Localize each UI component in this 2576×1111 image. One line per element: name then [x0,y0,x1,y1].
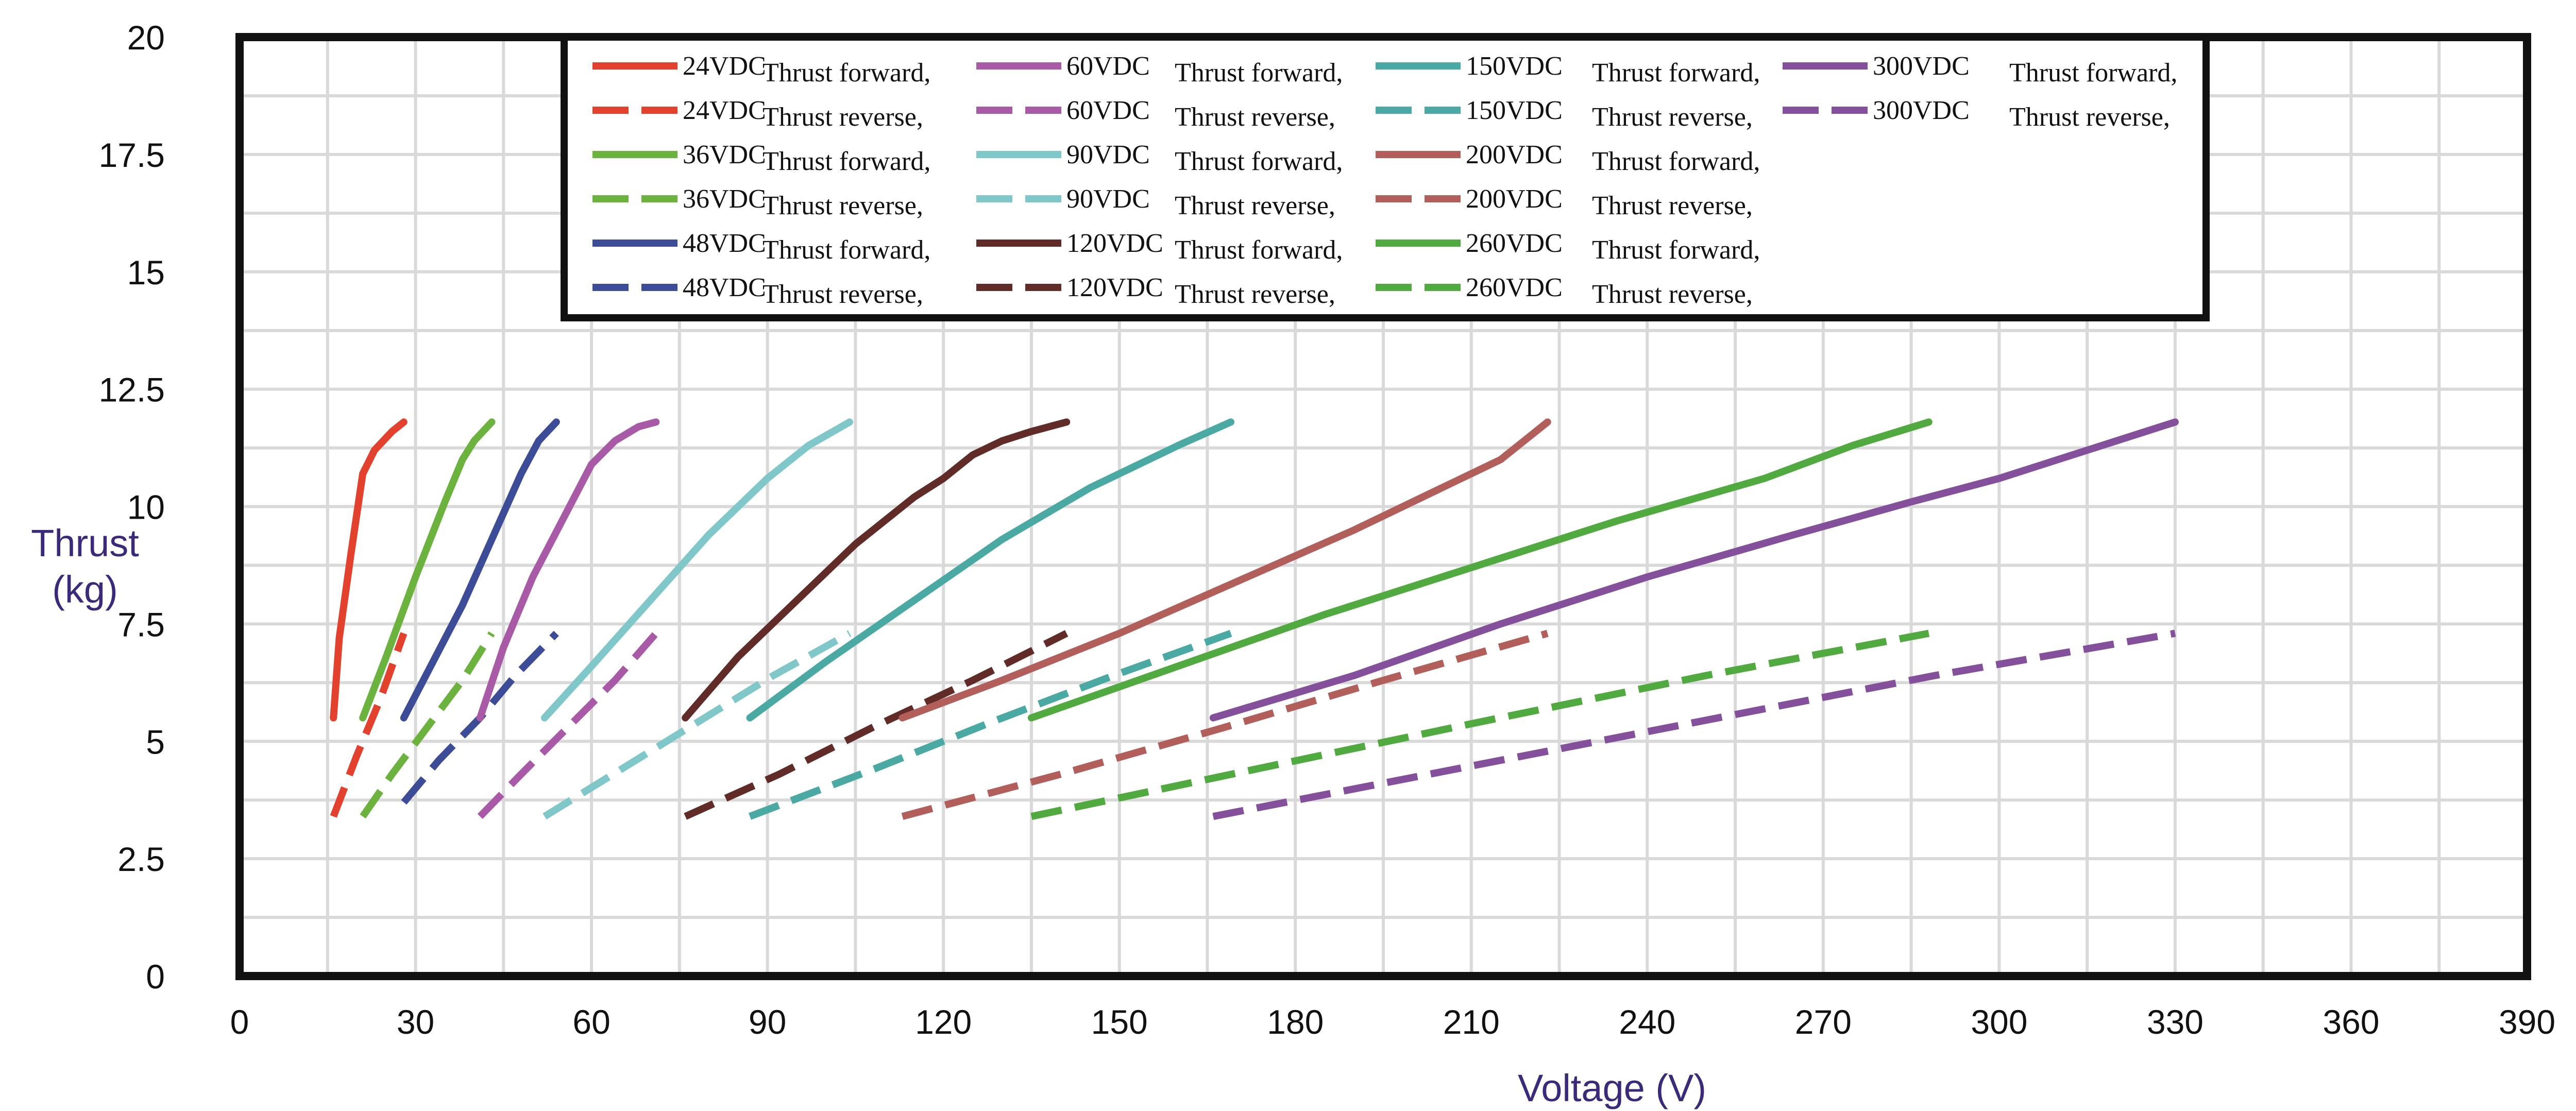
legend-mode-label: Thrust reverse, [2009,102,2170,132]
legend-voltage-label: 260VDC [1466,229,1563,258]
y-tick-label: 15 [127,253,165,292]
x-tick-label: 240 [1619,1003,1675,1041]
legend-voltage-label: 90VDC [1066,184,1150,214]
series-line-120vdc-forward [682,418,1071,722]
legend-mode-label: Thrust reverse, [762,102,923,132]
x-tick-label: 60 [572,1003,610,1041]
legend-voltage-label: 24VDC [683,52,766,81]
x-tick-label: 30 [397,1003,434,1041]
y-tick-label: 12.5 [99,371,165,409]
series-line-120vdc-reverse [684,630,1069,820]
series-line-48vdc-forward [400,418,560,722]
legend-mode-label: Thrust reverse, [1592,191,1753,220]
legend-mode-label: Thrust forward, [1175,235,1343,265]
y-tick-label: 2.5 [117,840,165,878]
legend-voltage-label: 300VDC [1873,96,1970,125]
legend-mode-label: Thrust reverse, [762,191,923,220]
x-tick-label: 390 [2499,1003,2555,1041]
legend-mode-label: Thrust reverse, [1175,102,1335,132]
y-tick-label: 7.5 [117,605,165,643]
legend-mode-label: Thrust forward, [2009,58,2177,88]
series-line-300vdc-reverse [1212,629,2176,820]
legend-voltage-label: 48VDC [683,273,766,302]
legend-voltage-label: 36VDC [683,184,766,214]
series-line-24vdc-reverse [330,632,408,818]
legend-voltage-label: 24VDC [683,96,766,125]
x-axis-title: Voltage (V) [1518,1067,1706,1109]
legend-mode-label: Thrust forward, [1592,235,1760,265]
legend-voltage-label: 36VDC [683,140,766,169]
legend-voltage-label: 260VDC [1466,273,1563,302]
axis-ticks: 0 30 60 90 120 150 180 210 240 270 300 330 360 390 0 2.… [99,19,2556,1041]
legend-voltage-label: 200VDC [1466,184,1563,214]
series-line-60vdc-forward [476,418,660,722]
x-tick-label: 330 [2147,1003,2204,1041]
series-line-36vdc-reverse [360,631,495,819]
legend-voltage-label: 150VDC [1466,96,1563,125]
series-line-150vdc-forward [746,418,1234,722]
y-axis-title-line1: Thrust [31,522,139,565]
series-line-90vdc-reverse [543,630,852,820]
legend-mode-label: Thrust reverse, [1175,191,1335,220]
y-tick-label: 17.5 [99,136,165,174]
y-tick-label: 20 [127,19,165,57]
legend-voltage-label: 150VDC [1466,52,1563,81]
legend-mode-label: Thrust forward, [1175,58,1343,88]
y-tick-label: 0 [146,958,165,996]
legend-voltage-label: 90VDC [1066,140,1150,169]
legend-voltage-label: 60VDC [1066,96,1150,125]
x-tick-label: 360 [2323,1003,2379,1041]
y-axis-title-line2: (kg) [52,568,117,611]
series-line-260vdc-reverse [1030,629,1930,820]
legend-mode-label: Thrust reverse, [1592,280,1753,309]
y-tick-label: 5 [146,723,165,761]
legend-mode-label: Thrust forward, [1175,147,1343,176]
legend-mode-label: Thrust forward, [1592,147,1760,176]
legend-mode-label: Thrust reverse, [762,280,923,309]
x-tick-label: 210 [1443,1003,1500,1041]
legend-voltage-label: 60VDC [1066,52,1150,81]
x-tick-label: 300 [1971,1003,2027,1041]
y-tick-label: 10 [127,488,165,526]
series-line-260vdc-forward [1027,418,1933,722]
series-line-90vdc-forward [541,418,853,722]
x-tick-label: 0 [230,1003,249,1041]
x-tick-label: 180 [1267,1003,1324,1041]
legend-voltage-label: 120VDC [1066,273,1163,302]
series-line-200vdc-forward [899,418,1551,722]
legend-mode-label: Thrust forward, [762,147,930,176]
x-tick-label: 270 [1795,1003,1852,1041]
series-line-200vdc-reverse [901,629,1549,820]
legend-mode-label: Thrust forward, [762,235,930,265]
x-tick-label: 90 [749,1003,786,1041]
legend-voltage-label: 120VDC [1066,229,1163,258]
legend-voltage-label: 48VDC [683,229,766,258]
legend-voltage-label: 200VDC [1466,140,1563,169]
legend-mode-label: Thrust reverse, [1592,102,1753,132]
legend-voltage-label: 300VDC [1873,52,1970,81]
legend-box [561,33,2210,321]
legend-mode-label: Thrust reverse, [1175,280,1335,309]
series-line-36vdc-forward [359,418,496,722]
x-tick-label: 150 [1091,1003,1148,1041]
x-tick-label: 120 [915,1003,972,1041]
legend-mode-label: Thrust forward, [1592,58,1760,88]
series-line-300vdc-forward [1209,418,2179,722]
legend-mode-label: Thrust forward, [762,58,930,88]
series-line-24vdc-forward [330,418,408,722]
series-lines [330,418,2179,820]
